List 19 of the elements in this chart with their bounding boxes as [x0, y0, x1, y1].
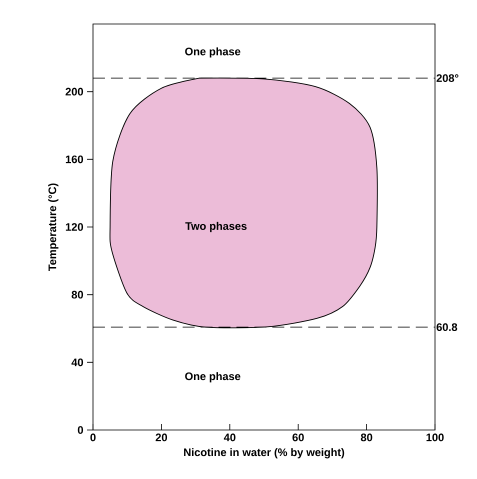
annotation: One phase — [185, 47, 240, 58]
x-tick-label: 20 — [156, 434, 168, 442]
annotation: One phase — [185, 372, 240, 382]
ref-line-label: 208° — [436, 74, 458, 82]
y-tick-label: 160 — [66, 155, 84, 164]
x-tick-label: 80 — [360, 434, 372, 442]
y-tick-label: 200 — [66, 88, 84, 96]
x-tick-label: 0 — [90, 434, 96, 442]
y-axis-title: Temperature (°C) — [48, 183, 58, 271]
x-axis-title: Nicotine in water (% by weight) — [184, 448, 344, 458]
x-tick-label: 40 — [224, 434, 236, 442]
y-tick-label: 120 — [66, 223, 84, 231]
annotation: Two phases — [185, 222, 247, 232]
x-tick-label: 60 — [292, 434, 304, 442]
x-tick-label: 100 — [426, 434, 444, 442]
y-tick-label: 40 — [71, 358, 84, 366]
y-tick-label: 0 — [78, 426, 84, 434]
ref-line-label: 60.8 — [436, 323, 458, 332]
y-tick-label: 80 — [72, 290, 84, 299]
